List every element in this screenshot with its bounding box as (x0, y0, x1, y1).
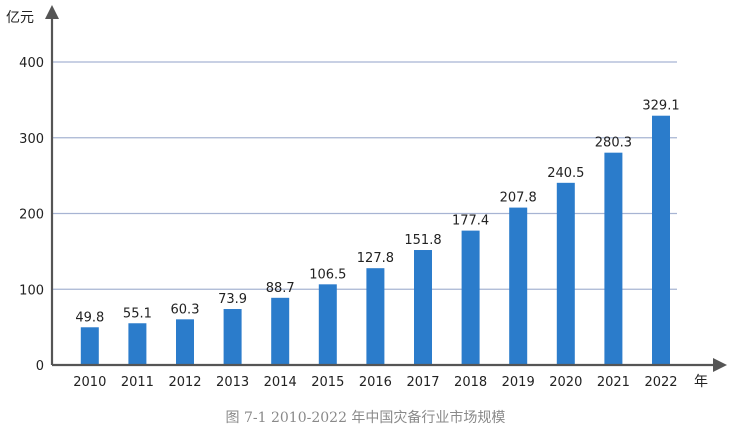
y-tick-label: 0 (36, 359, 44, 374)
data-label: 207.8 (500, 191, 537, 206)
data-label: 329.1 (642, 99, 679, 114)
bar-2022 (652, 115, 670, 365)
data-label: 49.8 (75, 310, 104, 325)
bar-2012 (176, 319, 194, 365)
bar-2017 (414, 250, 432, 365)
x-tick-label: 2021 (597, 375, 630, 390)
y-axis-arrow-icon (45, 5, 59, 19)
bar-2019 (509, 207, 528, 365)
data-label: 151.8 (404, 233, 441, 248)
bar-2015 (318, 284, 337, 365)
x-tick-label: 2019 (502, 375, 535, 390)
data-label: 127.8 (357, 251, 394, 266)
bar-2011 (128, 323, 147, 365)
data-label: 177.4 (452, 214, 489, 229)
axes (45, 5, 727, 372)
data-labels: 49.8 55.1 60.3 73.9 88.7 106.5 127.8 151.8 177.4… (75, 99, 679, 326)
figure-caption: 图 7-1 2010-2022 年中国灾备行业市场规模 (225, 410, 506, 426)
bars (80, 115, 670, 365)
data-label: 73.9 (218, 292, 247, 307)
y-tick-labels: 0 100 200 300 400 (19, 56, 44, 374)
x-axis-arrow-icon (713, 358, 727, 372)
bar-2020 (556, 182, 575, 365)
x-tick-label: 2016 (359, 375, 392, 390)
data-label: 55.1 (123, 306, 152, 321)
x-tick-label: 2017 (406, 375, 439, 390)
x-tick-label: 2014 (264, 375, 297, 390)
bar-2021 (604, 152, 623, 365)
x-tick-label: 2010 (73, 375, 106, 390)
bar-2014 (271, 297, 290, 365)
y-tick-label: 400 (19, 56, 44, 71)
y-tick-label: 100 (19, 283, 44, 298)
x-tick-label: 2020 (549, 375, 582, 390)
data-label: 88.7 (266, 281, 295, 296)
x-tick-label: 2012 (168, 375, 201, 390)
y-tick-label: 200 (19, 208, 44, 223)
x-tick-labels: 2010 2011 2012 2013 2014 2015 2016 2017 2018 2019… (73, 375, 677, 390)
bar-2018 (461, 230, 480, 365)
x-axis-unit: 年 (694, 374, 708, 390)
y-axis-unit: 亿元 (6, 10, 34, 26)
data-label: 240.5 (547, 166, 584, 181)
y-tick-label: 300 (19, 132, 44, 147)
data-label: 60.3 (171, 302, 200, 317)
x-tick-label: 2018 (454, 375, 487, 390)
x-tick-label: 2011 (121, 375, 154, 390)
data-label: 106.5 (309, 267, 346, 282)
x-tick-label: 2013 (216, 375, 249, 390)
x-tick-label: 2022 (644, 375, 677, 390)
data-label: 280.3 (595, 136, 632, 151)
bar-2016 (366, 268, 385, 365)
bar-2010 (80, 327, 99, 365)
bar-2013 (223, 309, 242, 365)
x-tick-label: 2015 (311, 375, 344, 390)
